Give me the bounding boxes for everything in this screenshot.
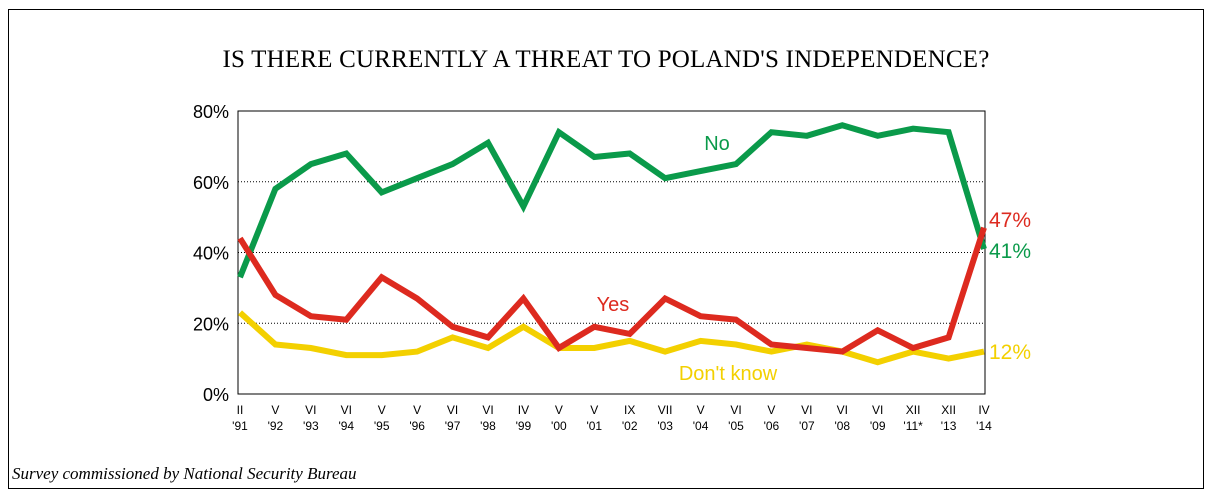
x-tick-year: '91 — [232, 419, 248, 433]
x-tick-month: VI — [341, 403, 352, 417]
x-tick-year: '99 — [516, 419, 532, 433]
series-label-no: No — [704, 133, 730, 155]
x-tick-year: '06 — [764, 419, 780, 433]
series-label-yes: Yes — [597, 294, 630, 316]
y-tick-label: 0% — [203, 385, 229, 405]
x-tick-month: V — [767, 403, 775, 417]
y-tick-label: 40% — [193, 244, 229, 264]
x-tick-year: '04 — [693, 419, 709, 433]
x-tick-month: XII — [941, 403, 956, 417]
x-tick-month: VI — [872, 403, 883, 417]
x-tick-year: '13 — [941, 419, 957, 433]
chart-frame — [8, 9, 1204, 489]
end-value-label: 12% — [989, 341, 1031, 364]
footnote: Survey commissioned by National Security… — [12, 464, 357, 483]
x-tick-year: '94 — [338, 419, 354, 433]
x-tick-month: VI — [482, 403, 493, 417]
x-tick-year: '14 — [976, 419, 992, 433]
x-tick-year: '96 — [409, 419, 425, 433]
x-tick-year: '09 — [870, 419, 886, 433]
plot-area — [237, 110, 986, 395]
y-tick-label: 80% — [193, 102, 229, 122]
x-tick-year: '98 — [480, 419, 496, 433]
x-tick-year: '07 — [799, 419, 815, 433]
x-tick-month: II — [237, 403, 244, 417]
x-tick-month: V — [555, 403, 563, 417]
x-tick-month: VII — [658, 403, 673, 417]
end-value-label: 47% — [989, 209, 1031, 232]
x-tick-month: XII — [906, 403, 921, 417]
end-value-label: 41% — [989, 240, 1031, 263]
x-tick-month: V — [590, 403, 598, 417]
chart-title: IS THERE CURRENTLY A THREAT TO POLAND'S … — [222, 46, 990, 73]
x-tick-year: '00 — [551, 419, 567, 433]
series-lines — [237, 122, 987, 366]
x-tick-year: '11* — [903, 419, 923, 433]
x-tick-year: '03 — [657, 419, 673, 433]
x-tick-month: V — [378, 403, 386, 417]
x-tick-month: VI — [305, 403, 316, 417]
x-tick-year: '93 — [303, 419, 319, 433]
x-tick-month: VI — [447, 403, 458, 417]
x-tick-year: '01 — [586, 419, 602, 433]
series-labels: No 41% Yes 47% Don't know 12% — [597, 133, 1031, 385]
x-tick-year: '08 — [834, 419, 850, 433]
x-axis-ticks: II '91 V '92 VI '93 VI '94 V '95 V '96 VI '97 VI '98 IV '… — [232, 403, 992, 433]
y-tick-label: 20% — [193, 314, 229, 334]
x-tick-month: V — [271, 403, 279, 417]
series-line-yes — [237, 226, 987, 355]
x-tick-year: '97 — [445, 419, 461, 433]
x-tick-year: '02 — [622, 419, 638, 433]
series-line-don-t-know — [237, 310, 985, 366]
x-tick-year: '95 — [374, 419, 390, 433]
y-tick-label: 60% — [193, 173, 229, 193]
x-tick-month: VI — [801, 403, 812, 417]
x-tick-year: '05 — [728, 419, 744, 433]
x-tick-month: IX — [624, 403, 635, 417]
x-tick-month: V — [697, 403, 705, 417]
series-label-don-t-know: Don't know — [679, 363, 778, 385]
y-axis-ticks: 0% 20% 40% 60% 80% — [193, 102, 229, 405]
series-line-no — [237, 122, 987, 279]
x-tick-year: '92 — [268, 419, 284, 433]
x-tick-month: IV — [978, 403, 989, 417]
x-tick-month: IV — [518, 403, 529, 417]
x-tick-month: VI — [730, 403, 741, 417]
x-tick-month: V — [413, 403, 421, 417]
x-tick-month: VI — [837, 403, 848, 417]
